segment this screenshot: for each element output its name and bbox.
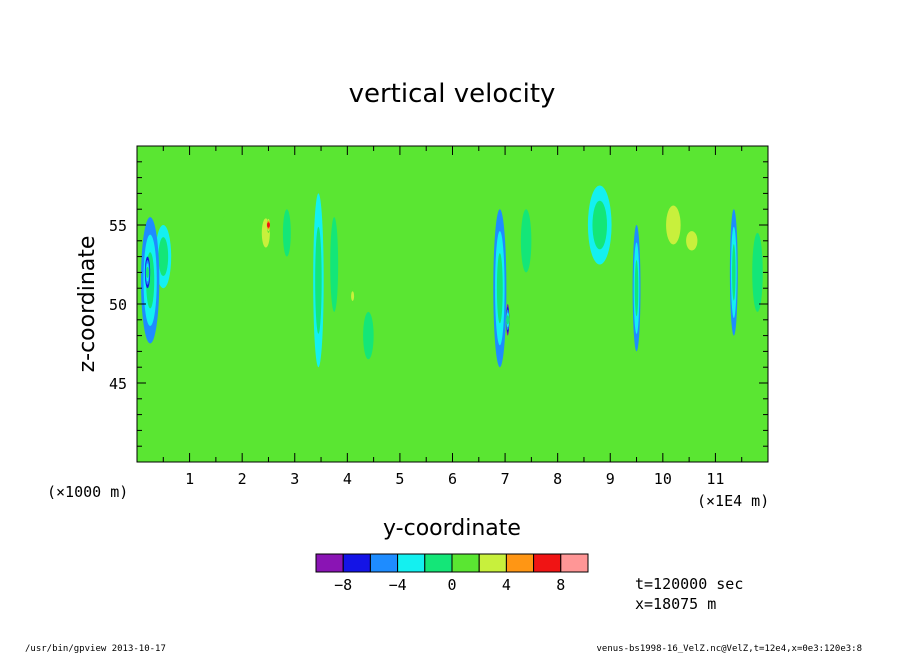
colorbar-tick-label: −8 — [334, 576, 352, 594]
velocity-field — [137, 146, 768, 462]
x-axis-label: y-coordinate — [383, 516, 521, 541]
colorbar-swatch — [424, 553, 453, 573]
x-tick-label: 5 — [395, 470, 404, 488]
colorbar-tick-label: 8 — [556, 576, 565, 594]
field-contour — [732, 244, 736, 301]
x-tick-label: 2 — [238, 470, 247, 488]
field-contour — [592, 200, 608, 250]
colorbar-swatch — [505, 553, 535, 573]
field-contour — [506, 315, 510, 325]
colorbar-tick-label: −4 — [389, 576, 407, 594]
x-tick-label: 7 — [501, 470, 510, 488]
y-tick-label: 50 — [109, 296, 127, 314]
field-contour — [213, 209, 261, 304]
colorbar-swatch — [397, 553, 426, 573]
field-background — [137, 146, 768, 462]
field-contour — [363, 311, 374, 360]
field-contour — [520, 209, 532, 273]
colorbar-swatch — [315, 553, 344, 573]
footer-right: venus-bs1998-16_VelZ.nc@VelZ,t=12e4,x=0e… — [596, 644, 862, 654]
x-tick-label: 9 — [606, 470, 615, 488]
field-contour — [496, 253, 503, 324]
field-contour — [315, 226, 322, 334]
x-units-left: (×1000 m) — [47, 483, 128, 501]
x-tick-label: 3 — [290, 470, 299, 488]
field-contour — [266, 222, 270, 228]
field-contour — [427, 201, 446, 249]
field-contour — [351, 291, 355, 301]
x-tick-label: 11 — [706, 470, 724, 488]
footer-left: /usr/bin/gpview 2013-10-17 — [25, 644, 166, 654]
chart-title: vertical velocity — [349, 79, 556, 109]
plot-area — [137, 146, 768, 462]
field-contour — [453, 240, 473, 336]
colorbar-swatch — [560, 553, 589, 573]
field-contour — [634, 260, 639, 317]
colorbar-swatch — [451, 553, 480, 573]
colorbar-tick-label: 0 — [447, 576, 456, 594]
field-contour — [158, 237, 169, 277]
field-contour — [752, 232, 763, 312]
y-axis-label: z-coordinate — [75, 236, 100, 373]
y-tick-label: 45 — [109, 375, 127, 393]
colorbar-swatch — [369, 553, 399, 573]
field-contour — [342, 209, 353, 336]
x-tick-label: 8 — [553, 470, 562, 488]
field-contour — [394, 217, 416, 297]
field-contour — [666, 205, 681, 245]
colorbar-swatch — [342, 553, 371, 573]
field-contour — [282, 209, 291, 257]
y-tick-label: 55 — [109, 217, 127, 235]
field-contour — [544, 248, 556, 328]
colorbar-tick-label: 4 — [502, 576, 511, 594]
field-contour — [146, 266, 150, 278]
field-contour — [330, 217, 339, 312]
field-contour — [168, 209, 222, 320]
colorbar: −8 −4 0 4 8 — [315, 553, 589, 594]
colorbar-swatch — [533, 553, 562, 573]
colorbar-swatch — [478, 553, 507, 573]
time-annotation: t=120000 sec — [635, 575, 743, 593]
x-tick-label: 6 — [448, 470, 457, 488]
x-tick-label: 4 — [343, 470, 352, 488]
x-units-right: (×1E4 m) — [697, 492, 769, 510]
x-tick-label: 10 — [654, 470, 672, 488]
x-tick-label: 1 — [185, 470, 194, 488]
field-contour — [686, 231, 698, 251]
position-annotation: x=18075 m — [635, 595, 716, 613]
